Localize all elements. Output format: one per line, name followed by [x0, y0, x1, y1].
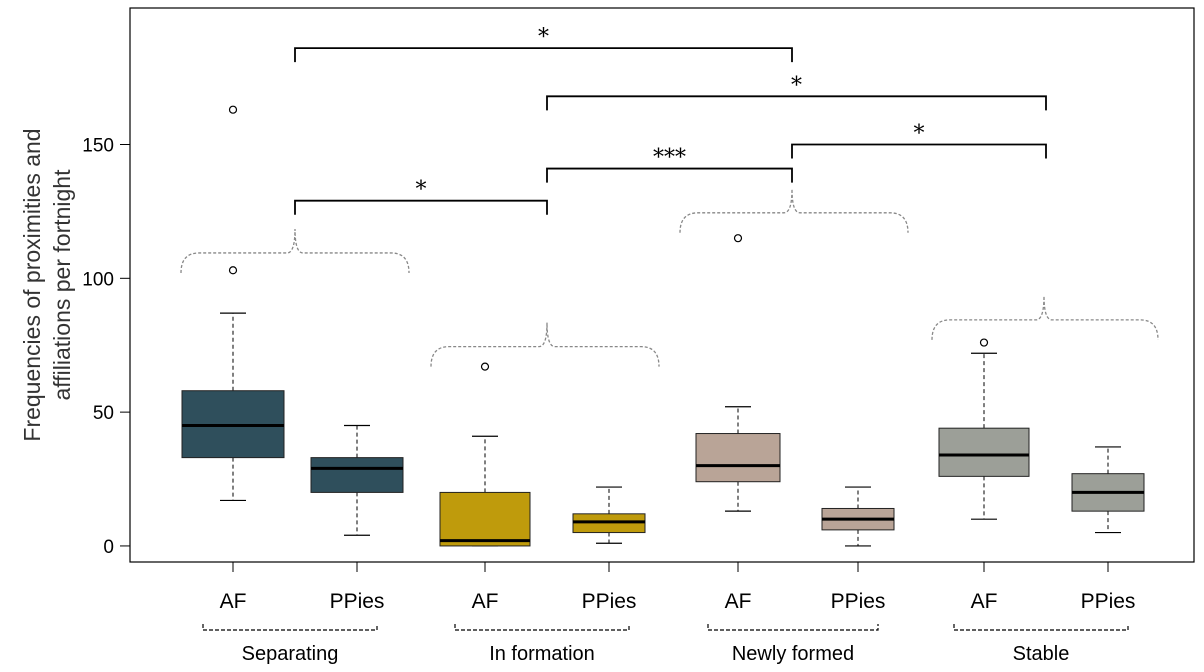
y-axis: 0 50 100 150	[82, 135, 131, 558]
group-labels: Separating In formation Newly formed Stable	[202, 624, 1129, 665]
y-axis-label: Frequencies of proximities and affiliatio…	[19, 128, 75, 441]
group-label: Newly formed	[732, 643, 854, 665]
y-tick-label: 50	[93, 403, 114, 424]
group-underline	[707, 624, 879, 631]
boxes	[181, 105, 1145, 547]
x-axis-labels: AF PPies AF PPies AF PPies AF PPies	[220, 562, 1136, 613]
significance-bracket	[294, 47, 793, 63]
box-iqr	[695, 433, 781, 483]
box-iqr	[938, 427, 1030, 477]
significance-bracket	[294, 199, 548, 215]
group-underline	[202, 624, 378, 631]
significance-label: *	[416, 178, 427, 203]
significance-label: ***	[653, 146, 686, 171]
x-tick-label: PPies	[831, 590, 886, 613]
group-braces	[180, 188, 1159, 367]
box-iqr	[439, 491, 531, 547]
outlier-point	[228, 105, 238, 114]
x-tick-label: AF	[472, 590, 499, 613]
group-label: In formation	[489, 643, 595, 665]
outlier-point	[480, 362, 490, 371]
group-brace	[430, 322, 660, 367]
x-tick-label: AF	[220, 590, 247, 613]
y-axis-label-line: affiliations per fortnight	[49, 169, 75, 401]
box-af-newly-formed	[695, 234, 781, 512]
outlier-point	[979, 338, 989, 347]
outlier-point	[228, 266, 238, 275]
group-underline	[454, 624, 630, 631]
significance-bracket	[546, 167, 793, 183]
significance-label: *	[914, 121, 925, 146]
x-tick-label: AF	[971, 590, 998, 613]
y-tick-label: 100	[82, 269, 114, 290]
box-ppies-stable	[1071, 446, 1145, 534]
significance-label: *	[538, 25, 549, 50]
significance-brackets: *******	[294, 25, 1047, 215]
y-axis-label-line: Frequencies of proximities and	[19, 128, 45, 441]
significance-bracket	[546, 95, 1047, 111]
plot-frame	[129, 7, 1195, 563]
significance-bracket	[791, 143, 1047, 159]
box-af-in-formation	[439, 362, 531, 547]
group-label: Stable	[1013, 643, 1070, 665]
group-label: Separating	[242, 643, 339, 665]
group-underline	[953, 624, 1129, 631]
group-brace	[180, 228, 410, 273]
box-iqr	[310, 457, 404, 493]
x-tick-label: PPies	[582, 590, 637, 613]
box-af-separating	[181, 105, 285, 502]
significance-label: *	[791, 73, 802, 98]
x-tick-label: PPies	[330, 590, 385, 613]
y-tick-label: 0	[103, 537, 114, 558]
y-tick-label: 150	[82, 135, 114, 156]
group-brace	[931, 295, 1159, 340]
outlier-point	[733, 234, 743, 243]
group-brace	[679, 188, 909, 233]
box-ppies-in-formation	[572, 486, 646, 544]
x-tick-label: PPies	[1081, 590, 1136, 613]
box-ppies-newly-formed	[821, 486, 895, 547]
box-ppies-separating	[310, 424, 404, 536]
x-tick-label: AF	[725, 590, 752, 613]
box-af-stable	[938, 338, 1030, 520]
